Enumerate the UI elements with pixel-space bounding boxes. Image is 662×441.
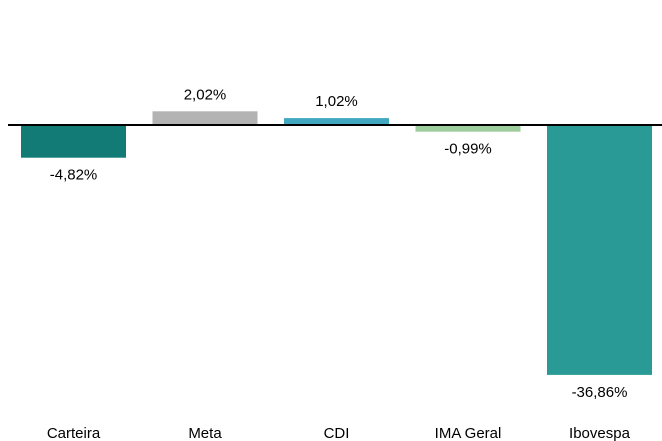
value-label: -4,82%: [50, 167, 98, 184]
bar-meta: [152, 111, 258, 125]
value-label: 1,02%: [315, 93, 358, 110]
bar-cdi: [284, 118, 389, 125]
category-label: Meta: [188, 425, 222, 441]
value-label: -0,99%: [444, 141, 492, 158]
category-label: IMA Geral: [435, 425, 502, 441]
category-label: CDI: [324, 425, 350, 441]
labels-group: -4,82% Carteira 2,02% Meta 1,02% CDI -0,99% IMA…: [47, 86, 631, 441]
value-label: 2,02%: [184, 86, 227, 103]
bar-ima-geral: [415, 125, 521, 132]
bars-group: [21, 111, 652, 375]
category-label: Ibovespa: [569, 425, 631, 441]
bar-ibovespa: [547, 125, 652, 375]
value-label: -36,86%: [572, 384, 628, 401]
bar-carteira: [21, 125, 126, 158]
category-label: Carteira: [47, 425, 101, 441]
